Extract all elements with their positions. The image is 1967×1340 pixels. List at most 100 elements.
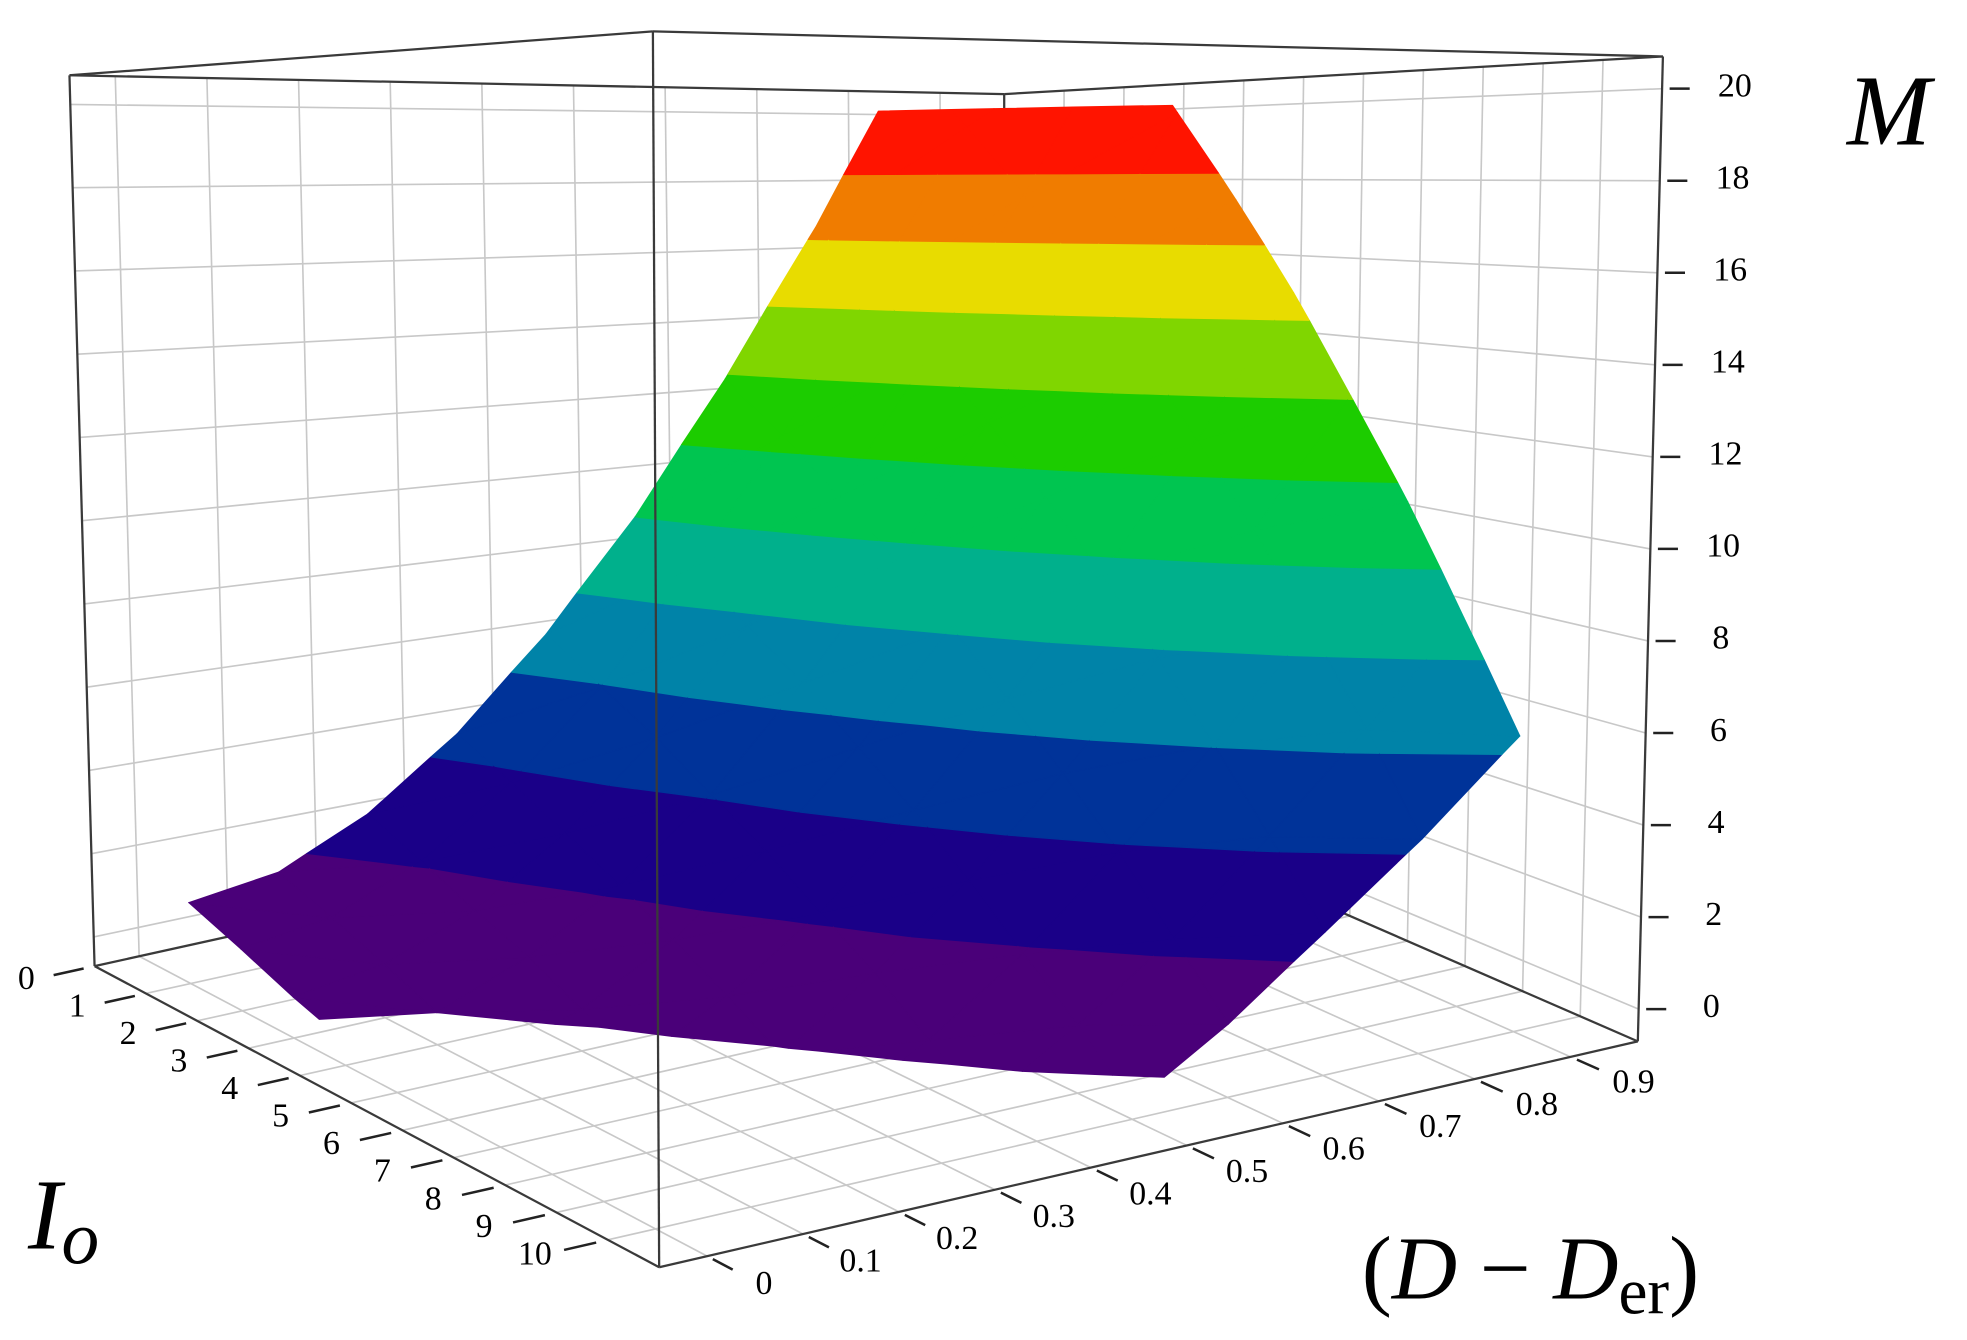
ticks: 01234567891000.10.20.30.40.50.60.70.80.9…: [18, 67, 1752, 1301]
y-tick-mark: [712, 1258, 734, 1271]
x-tick-label: 2: [120, 1015, 137, 1052]
surface-patch: [436, 956, 582, 1014]
z-tick-label: 4: [1708, 804, 1725, 841]
z-tick-label: 10: [1706, 528, 1740, 565]
y-tick-label: 0.3: [1033, 1198, 1075, 1235]
surface-patch: [902, 1039, 950, 1065]
surface-patch: [1287, 628, 1327, 658]
grid-line: [297, 79, 319, 917]
surface-patch: [1153, 937, 1186, 958]
surface-patch: [687, 625, 804, 706]
grid-line: [1464, 66, 1485, 967]
surface-patch: [420, 781, 566, 862]
z-tick-label: 14: [1711, 344, 1745, 381]
y-axis-label-part: −: [1457, 1219, 1553, 1319]
y-axis-label-part: (: [1362, 1219, 1392, 1319]
surface-patch: [958, 422, 1025, 469]
surface-patch: [511, 633, 599, 685]
box-edge: [69, 74, 1005, 96]
y-axis-label-part: ): [1669, 1219, 1699, 1319]
y-axis-label: (D − Der): [1362, 1219, 1699, 1329]
surface-patch: [663, 567, 734, 613]
x-tick-mark: [206, 1049, 238, 1059]
surface-patch: [937, 126, 1008, 175]
x-tick-mark: [359, 1131, 392, 1142]
y-axis-label-sub: er: [1618, 1257, 1669, 1329]
surface-patch: [1112, 351, 1169, 396]
surface-patch: [787, 972, 930, 1052]
surface-patch: [1054, 272, 1115, 318]
surface-patch: [946, 627, 958, 636]
surface-patch: [240, 916, 385, 965]
z-tick-label: 12: [1709, 436, 1743, 473]
y-tick-mark: [1288, 1125, 1311, 1138]
surface-patch: [383, 909, 529, 965]
x-tick-mark: [410, 1159, 443, 1169]
surface-patch: [580, 939, 728, 1010]
x-tick-label: 1: [69, 987, 86, 1024]
grid-line: [70, 103, 1005, 117]
x-axis-label: Io: [27, 1159, 99, 1280]
y-tick-mark: [808, 1235, 830, 1249]
surface-patch: [188, 871, 332, 919]
x-tick-label: 8: [425, 1180, 442, 1217]
z-tick-label: 8: [1712, 620, 1729, 657]
grid-line: [389, 81, 408, 898]
surface-patch: [1005, 496, 1089, 557]
surface-patch: [1035, 104, 1178, 175]
surface-patch: [799, 746, 915, 822]
surface-patch: [1089, 657, 1215, 748]
x-axis-label-main: I: [27, 1159, 66, 1270]
surface-patch: [995, 194, 1061, 244]
surface-patch: [1347, 395, 1354, 400]
y-tick-label: 0: [755, 1265, 772, 1302]
surface-patch: [965, 108, 995, 128]
y-tick-label: 0.1: [839, 1243, 881, 1280]
x-tick-label: 7: [374, 1153, 391, 1190]
surface-patch: [1426, 617, 1485, 661]
box-edge: [94, 965, 660, 1269]
grid-line: [114, 76, 140, 957]
x-tick-label: 9: [476, 1208, 493, 1245]
x-tick-label: 3: [170, 1043, 187, 1080]
z-tick-label: 0: [1703, 988, 1720, 1025]
surface-patch: [1344, 728, 1380, 754]
surface-patch: [1206, 199, 1265, 246]
box-edge: [658, 1040, 1639, 1269]
grid-line: [1579, 59, 1604, 1017]
box-edge: [652, 30, 1663, 58]
surface-patch: [807, 226, 829, 241]
surface-patch: [1021, 1024, 1114, 1076]
surface-patch: [706, 794, 716, 800]
surface-patch: [554, 1008, 600, 1028]
surface-patch: [770, 435, 800, 455]
surface-patch: [1028, 851, 1174, 950]
surface-patch: [979, 698, 1036, 736]
z-tick-label: 6: [1710, 712, 1727, 749]
box-edge: [69, 30, 653, 77]
surface-patch: [412, 860, 430, 869]
surface-patch: [1049, 574, 1153, 650]
y-tick-mark: [1000, 1191, 1023, 1205]
y-tick-label: 0.7: [1419, 1108, 1461, 1145]
y-tick-label: 0.4: [1129, 1175, 1171, 1212]
surface-patch: [928, 953, 1079, 1041]
surface-patch: [430, 733, 494, 767]
grid-line: [138, 955, 708, 1257]
z-axis-label: M: [1845, 55, 1936, 166]
box-edge: [1636, 56, 1665, 1042]
grid-line: [607, 1015, 1581, 1241]
surface: [188, 104, 1521, 1078]
y-tick-mark: [1480, 1080, 1504, 1093]
surface-patch: [910, 879, 1018, 947]
x-tick-mark: [53, 967, 84, 977]
y-axis-label-part: D: [1551, 1219, 1618, 1319]
x-tick-mark: [512, 1213, 546, 1224]
x-tick-label: 10: [518, 1235, 552, 1272]
surface-patch: [671, 995, 774, 1047]
grid-line: [556, 990, 1523, 1214]
x-tick-mark: [461, 1186, 494, 1197]
x-tick-mark: [563, 1241, 597, 1252]
z-tick-label: 2: [1705, 896, 1722, 933]
